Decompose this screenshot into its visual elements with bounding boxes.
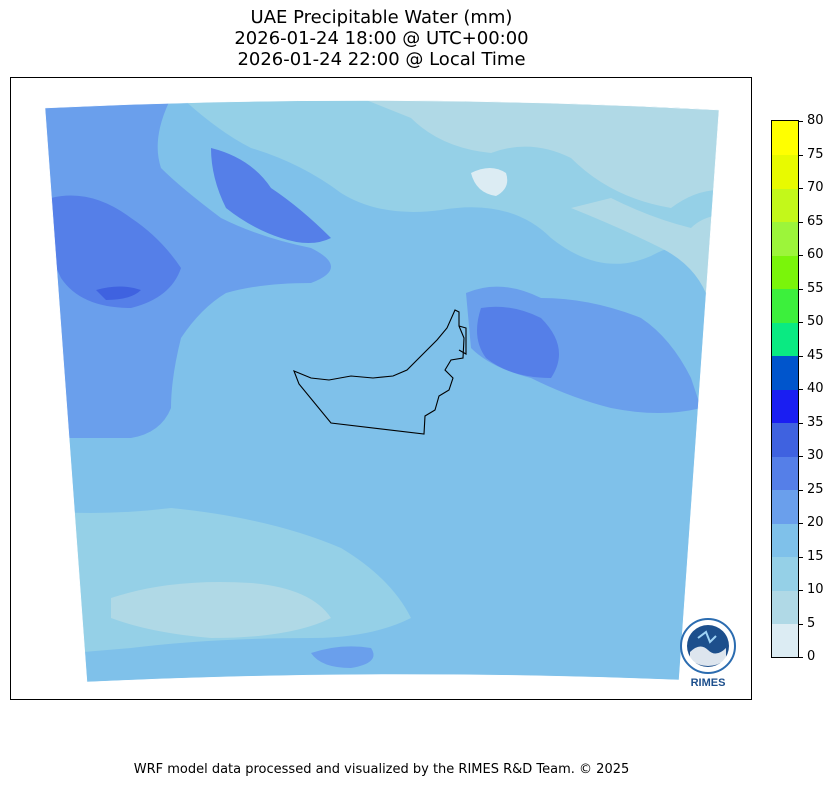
colorbar-segment-40-45: [772, 355, 798, 390]
colorbar-segment-45-50: [772, 322, 798, 357]
colorbar-tick-label: 35: [807, 415, 824, 430]
title-local-time: 2026-01-24 22:00 @ Local Time: [237, 49, 526, 70]
colorbar-tick: [799, 590, 803, 591]
uae-boundary: [293, 309, 467, 435]
colorbar: [771, 120, 799, 658]
rimes-logo-text: RIMES: [691, 677, 726, 689]
uae-border-outline: [293, 309, 465, 435]
colorbar-tick: [799, 356, 803, 357]
colorbar-segment-25-30: [772, 456, 798, 491]
precipitable-water-map: [44, 100, 720, 683]
colorbar-tick: [799, 255, 803, 256]
contour-25-30-west: [47, 195, 182, 308]
colorbar-tick: [799, 456, 803, 457]
model-domain-edge: [44, 100, 720, 683]
oman-exclave-outline: [458, 325, 467, 355]
colorbar-tick-label: 80: [807, 113, 824, 128]
colorbar-segment-30-35: [772, 422, 798, 457]
contour-5-10-north: [311, 100, 719, 208]
contour-30-35-patch: [96, 286, 141, 300]
colorbar-tick: [799, 155, 803, 156]
colorbar-segment-0-5: [772, 623, 798, 657]
colorbar-tick-label: 45: [807, 348, 824, 363]
colorbar-tick-label: 75: [807, 147, 824, 162]
colorbar-tick-label: 25: [807, 482, 824, 497]
colorbar-segment-70-75: [772, 154, 798, 189]
rimes-logo-icon: RIMES: [680, 618, 736, 689]
colorbar-segment-60-65: [772, 221, 798, 256]
colorbar-segment-65-70: [772, 188, 798, 223]
colorbar-tick: [799, 188, 803, 189]
colorbar-tick-label: 65: [807, 214, 824, 229]
colorbar-tick-label: 15: [807, 549, 824, 564]
colorbar-segment-10-15: [772, 556, 798, 591]
contour-0-5-patch: [471, 168, 508, 196]
colorbar-tick-label: 50: [807, 314, 824, 329]
colorbar-segment-75-80: [772, 121, 798, 156]
rimes-logo: RIMES: [676, 616, 740, 690]
colorbar-tick: [799, 624, 803, 625]
colorbar-tick: [799, 523, 803, 524]
colorbar-segment-50-55: [772, 288, 798, 323]
colorbar-tick-label: 0: [807, 649, 816, 664]
colorbar-tick-label: 40: [807, 381, 824, 396]
contour-field: [45, 100, 719, 683]
colorbar-tick-label: 70: [807, 180, 824, 195]
title-variable: UAE Precipitable Water (mm): [250, 7, 513, 28]
colorbar-tick: [799, 121, 803, 122]
chart-title: UAE Precipitable Water (mm) 2026-01-24 1…: [0, 7, 763, 70]
colorbar-tick-label: 10: [807, 582, 824, 597]
map-panel: [10, 77, 752, 700]
contour-20-25-south: [311, 646, 374, 668]
contour-5-10-south: [111, 582, 331, 638]
colorbar-segment-5-10: [772, 590, 798, 625]
colorbar-tick: [799, 557, 803, 558]
colorbar-tick: [799, 289, 803, 290]
footer-credit: WRF model data processed and visualized …: [133, 762, 630, 777]
colorbar-tick: [799, 490, 803, 491]
colorbar-tick-label: 20: [807, 515, 824, 530]
colorbar-tick: [799, 322, 803, 323]
contour-25-30-east: [477, 306, 559, 378]
contour-25-30-gulf: [211, 148, 331, 243]
colorbar-tick-label: 30: [807, 448, 824, 463]
colorbar-segment-15-20: [772, 523, 798, 558]
colorbar-tick-label: 60: [807, 247, 824, 262]
colorbar-tick: [799, 222, 803, 223]
colorbar-tick: [799, 657, 803, 658]
colorbar-segment-35-40: [772, 389, 798, 424]
colorbar-tick-label: 55: [807, 281, 824, 296]
colorbar-segment-55-60: [772, 255, 798, 290]
colorbar-tick-label: 5: [807, 616, 816, 631]
colorbar-tick: [799, 423, 803, 424]
colorbar-segment-20-25: [772, 489, 798, 524]
colorbar-tick: [799, 389, 803, 390]
title-utc-time: 2026-01-24 18:00 @ UTC+00:00: [234, 28, 529, 49]
